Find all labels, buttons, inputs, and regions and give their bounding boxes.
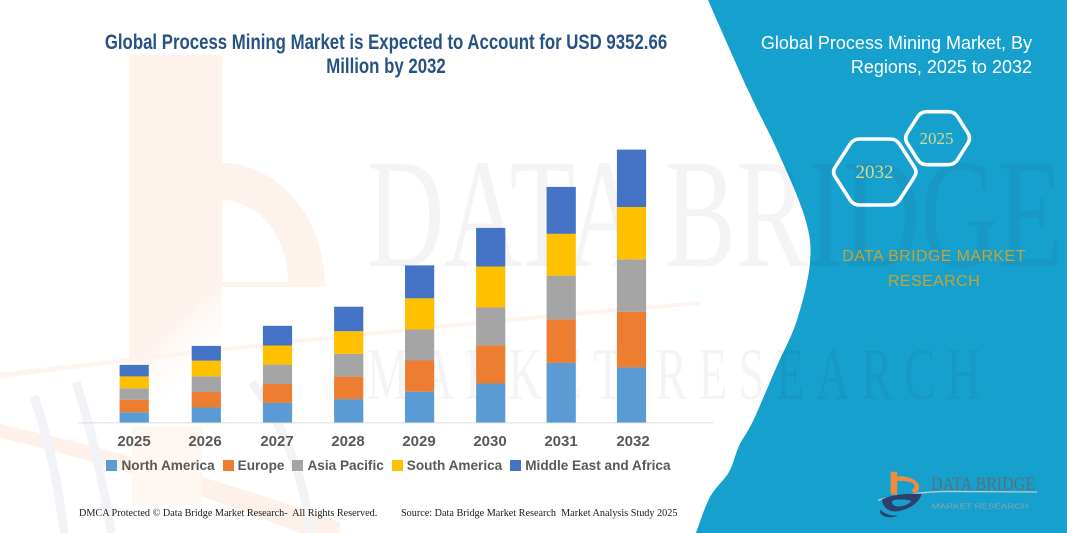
svg-text:MARKET RESEARCH: MARKET RESEARCH — [932, 503, 1029, 510]
svg-text:2025: 2025 — [920, 129, 954, 148]
svg-text:DATA BRIDGE: DATA BRIDGE — [931, 474, 1035, 495]
svg-text:2032: 2032 — [856, 162, 894, 183]
